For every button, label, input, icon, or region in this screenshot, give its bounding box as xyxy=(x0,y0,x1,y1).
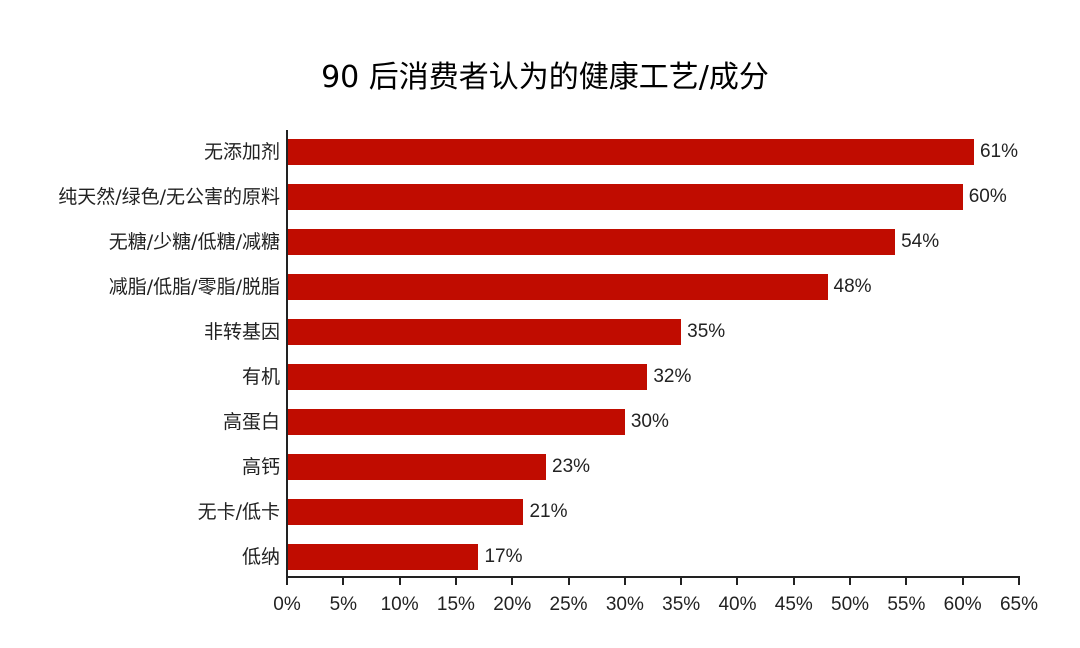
x-tick-label: 5% xyxy=(329,594,358,615)
value-label: 48% xyxy=(833,276,872,297)
bar-row: 无卡/低卡 21% xyxy=(0,499,1080,525)
x-tick-label: 10% xyxy=(380,594,419,615)
value-label: 61% xyxy=(979,141,1018,162)
x-tick xyxy=(511,578,514,585)
x-tick-label: 20% xyxy=(493,594,532,615)
x-tick-label: 0% xyxy=(273,594,301,615)
x-tick-label: 35% xyxy=(662,594,701,615)
x-axis-line xyxy=(286,576,1020,578)
x-tick xyxy=(398,578,401,585)
bar xyxy=(288,274,828,300)
x-tick xyxy=(567,578,570,585)
bar-row: 无添加剂 61% xyxy=(0,139,1080,165)
category-label: 高蛋白 xyxy=(222,411,280,433)
bar xyxy=(288,184,963,210)
bar xyxy=(288,229,896,255)
category-label: 无添加剂 xyxy=(203,141,280,163)
bar-row: 减脂/低脂/零脂/脱脂 48% xyxy=(0,274,1080,300)
category-label: 无卡/低卡 xyxy=(197,501,280,523)
x-tick xyxy=(736,578,739,585)
category-label: 非转基因 xyxy=(203,321,280,343)
x-tick xyxy=(342,578,345,585)
bar xyxy=(288,499,524,525)
category-label: 无糖/少糖/低糖/减糖 xyxy=(108,231,280,253)
x-tick-label: 45% xyxy=(774,594,813,615)
value-label: 30% xyxy=(630,411,669,432)
value-label: 54% xyxy=(901,231,940,252)
x-tick-label: 30% xyxy=(605,594,644,615)
x-tick-label: 50% xyxy=(831,594,870,615)
x-tick-label: 65% xyxy=(999,594,1039,615)
value-label: 17% xyxy=(484,546,523,567)
category-label: 有机 xyxy=(241,366,280,388)
x-tick-label: 60% xyxy=(943,594,982,615)
value-label: 23% xyxy=(552,456,591,477)
bar-row: 低纳 17% xyxy=(0,544,1080,570)
bar-row: 有机 32% xyxy=(0,364,1080,390)
x-tick-label: 15% xyxy=(436,594,475,615)
value-label: 35% xyxy=(687,321,726,342)
bar xyxy=(288,454,546,480)
bar xyxy=(288,364,648,390)
x-tick xyxy=(454,578,457,585)
value-label: 60% xyxy=(968,186,1007,207)
x-tick xyxy=(905,578,908,585)
x-tick xyxy=(680,578,683,585)
x-tick-label: 40% xyxy=(718,594,757,615)
value-label: 32% xyxy=(653,366,692,387)
x-tick xyxy=(286,578,288,585)
category-label: 低纳 xyxy=(241,546,280,568)
x-tick xyxy=(961,578,964,585)
bar xyxy=(288,544,479,570)
bar-row: 纯天然/绿色/无公害的原料 60% xyxy=(0,184,1080,210)
x-tick xyxy=(849,578,852,585)
category-label: 纯天然/绿色/无公害的原料 xyxy=(58,186,280,208)
chart-title: 90 后消费者认为的健康工艺/成分 xyxy=(321,60,769,95)
bar-row: 非转基因 35% xyxy=(0,319,1080,345)
bar xyxy=(288,319,682,345)
bar xyxy=(288,409,625,435)
category-label: 减脂/低脂/零脂/脱脂 xyxy=(108,276,280,298)
category-label: 高钙 xyxy=(241,456,280,478)
x-tick-label: 55% xyxy=(887,594,926,615)
x-tick xyxy=(1018,578,1020,585)
value-label: 21% xyxy=(529,501,568,522)
x-tick xyxy=(792,578,795,585)
y-axis-line xyxy=(286,130,288,578)
x-tick xyxy=(623,578,626,585)
bar xyxy=(288,139,974,165)
bar-row: 高钙 23% xyxy=(0,454,1080,480)
bar-row: 高蛋白 30% xyxy=(0,409,1080,435)
x-tick-label: 25% xyxy=(549,594,588,615)
bar-row: 无糖/少糖/低糖/减糖 54% xyxy=(0,229,1080,255)
